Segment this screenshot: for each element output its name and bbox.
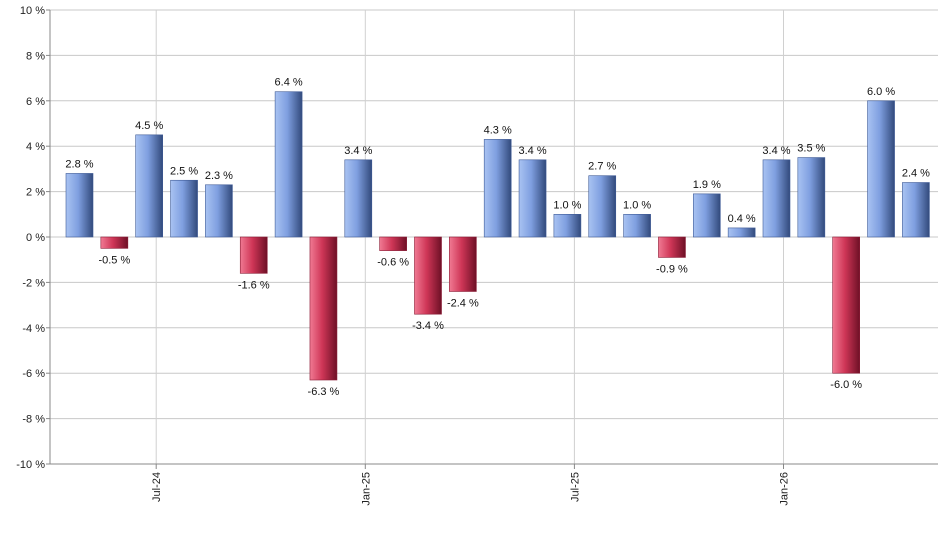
bar-positive: [205, 184, 233, 238]
bar-positive: [797, 157, 826, 238]
bar-value-label: 1.9 %: [693, 179, 721, 191]
label-layer: 2.8 % -0.5 % 4.5 % 2.5 % 2.3 % -1.6 % 6.4 % -6.…: [65, 77, 930, 398]
bar-positive: [692, 193, 721, 238]
bar-negative: [309, 236, 338, 381]
bar-value-label: 3.4 %: [518, 145, 546, 157]
bar-value-label: -0.5 %: [98, 254, 130, 266]
y-tick-label: -6 %: [22, 368, 45, 380]
bar-value-label: 2.8 %: [65, 158, 93, 170]
bar-layer: [65, 91, 930, 381]
bar-value-label: 3.5 %: [797, 143, 825, 155]
x-tick-label: Jul-24: [151, 472, 163, 502]
bar-value-label: 6.0 %: [867, 86, 895, 98]
bar-positive: [518, 159, 547, 238]
bar-value-label: 6.4 %: [275, 77, 303, 89]
bar-negative: [239, 236, 268, 274]
y-tick-label: -8 %: [22, 414, 45, 426]
bar-value-label: -6.3 %: [308, 386, 340, 398]
x-tick-label: Jul-25: [569, 472, 581, 502]
bar-negative: [100, 236, 129, 249]
bar-positive: [344, 159, 373, 238]
bar-negative: [414, 236, 442, 315]
bar-positive: [727, 227, 756, 238]
y-tick-label: 4 %: [26, 141, 45, 153]
bar-value-label: 0.4 %: [728, 213, 756, 225]
y-tick-label: 0 %: [26, 232, 45, 244]
bar-value-label: 1.0 %: [623, 199, 651, 211]
bar-value-label: -6.0 %: [830, 379, 862, 391]
bar-positive: [867, 100, 895, 238]
bar-value-label: 3.4 %: [344, 145, 372, 157]
bar-positive: [135, 134, 163, 238]
bar-positive: [170, 179, 198, 238]
bar-value-label: -3.4 %: [412, 320, 444, 332]
bar-positive: [274, 91, 303, 238]
x-tick-label: Jan-26: [779, 472, 791, 506]
bar-value-label: 1.0 %: [553, 199, 581, 211]
bar-negative: [379, 236, 407, 251]
bar-positive: [553, 214, 582, 238]
bar-value-label: 2.5 %: [170, 165, 198, 177]
bar-value-label: 2.4 %: [902, 168, 930, 180]
y-tick-label: 8 %: [26, 50, 45, 62]
y-tick-label: -2 %: [22, 277, 45, 289]
bar-value-label: 4.3 %: [484, 124, 512, 136]
bar-value-label: -2.4 %: [447, 297, 479, 309]
y-tick-label: 2 %: [26, 187, 45, 199]
bar-negative: [449, 236, 477, 292]
y-tick-label: -10 %: [16, 459, 45, 471]
y-tick-label: -4 %: [22, 323, 45, 335]
bar-positive: [623, 214, 651, 238]
axis-layer: 10 % 8 % 6 % 4 % 2 % 0 % -2 % -4 % -6 % -8 % -10 %…: [16, 5, 938, 506]
bar-negative: [658, 236, 686, 258]
bar-positive: [65, 173, 94, 238]
x-tick-label: Jan-25: [360, 472, 372, 506]
bar-value-label: 3.4 %: [762, 145, 790, 157]
bar-value-label: 2.3 %: [205, 170, 233, 182]
y-tick-label: 6 %: [26, 96, 45, 108]
bar-value-label: 2.7 %: [588, 161, 616, 173]
bar-value-label: -1.6 %: [238, 279, 270, 291]
bar-value-label: -0.9 %: [656, 263, 688, 275]
y-tick-label: 10 %: [20, 5, 45, 17]
bar-positive: [588, 175, 617, 238]
bar-value-label: -0.6 %: [377, 257, 409, 269]
bar-value-label: 4.5 %: [135, 120, 163, 132]
bar-positive: [902, 182, 930, 238]
bar-positive: [762, 159, 791, 238]
bar-positive: [483, 139, 512, 238]
bar-negative: [832, 236, 861, 374]
